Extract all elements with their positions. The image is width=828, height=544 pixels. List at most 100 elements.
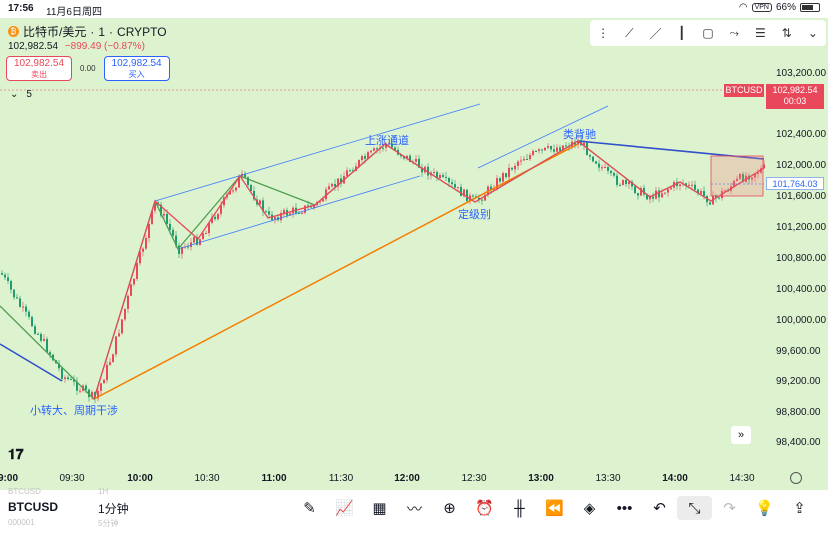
chevron-down-icon[interactable]: ⌄ (10, 89, 19, 100)
candle-body (484, 194, 486, 201)
candle-body (142, 248, 144, 252)
buy-button[interactable]: 102,982.54 买入 (103, 56, 170, 81)
time-axis-label: 13:00 (528, 473, 554, 484)
long-position-icon[interactable]: ⇅ (781, 26, 792, 40)
status-date: 11月6日周四 (46, 7, 102, 18)
candle-body (577, 140, 579, 145)
axis-settings-icon[interactable] (790, 472, 802, 484)
candle-body (322, 199, 324, 202)
candle-body (526, 158, 528, 160)
candle-body (109, 362, 111, 365)
annotation-cycle[interactable]: 小转大、周期干涉 (30, 405, 118, 417)
candle-body (280, 213, 282, 221)
orange-trend-line[interactable] (93, 143, 579, 400)
more-icon[interactable]: ••• (616, 499, 633, 517)
candle-body (508, 167, 510, 178)
candle-body (106, 364, 108, 380)
drag-handle-icon[interactable]: ⋮ (597, 26, 610, 40)
candle-body (370, 150, 372, 153)
collapse-icon[interactable]: ⤡ (677, 496, 712, 520)
symbol-interval[interactable]: 1 (98, 24, 106, 39)
scroll-to-realtime-button[interactable]: » (731, 426, 751, 444)
pen-icon[interactable]: ✎ (303, 500, 316, 517)
candle-body (133, 278, 135, 285)
candle-body (130, 284, 132, 296)
candle-body (247, 177, 249, 185)
candle-body (169, 223, 171, 230)
share-icon[interactable]: ⇪ (793, 500, 806, 517)
left-blue-line[interactable] (0, 343, 63, 382)
candle-body (100, 383, 102, 391)
candle-body (502, 173, 504, 182)
candle-body (220, 205, 222, 214)
price-axis-labels: 103,200.00 102,400.00 102,000.00 101,600.00… (776, 68, 826, 448)
candle-body (193, 237, 195, 243)
bulb-icon[interactable]: 💡 (755, 500, 774, 517)
chart-canvas[interactable]: 103,200.00 102,400.00 102,000.00 101,600.00… (0, 18, 828, 490)
time-axis[interactable]: 9:00 09:30 10:00 10:30 11:00 11:30 12:00 12:30 1… (0, 468, 828, 490)
fib-icon[interactable]: ☰ (755, 26, 766, 40)
symbol-header[interactable]: ₿ 比特币/美元 · 1 · CRYPTO (8, 23, 167, 40)
candle-body (202, 233, 204, 240)
channel-lower-line[interactable] (177, 175, 421, 250)
channel-upper-line-2[interactable] (477, 105, 609, 169)
symbol-exchange: CRYPTO (117, 24, 167, 39)
add-icon[interactable]: ⊕ (443, 500, 456, 517)
indicator-toggle[interactable]: ⌄ 5 (10, 89, 32, 100)
time-axis-label: 13:30 (595, 473, 621, 484)
candle-body (445, 176, 447, 178)
green-zigzag[interactable] (0, 140, 712, 401)
more-icon[interactable]: ⌄ (807, 26, 818, 40)
alarm-icon[interactable]: ⏰ (475, 500, 494, 517)
candles-icon[interactable]: ╫ (514, 499, 525, 517)
candle-body (583, 142, 585, 146)
patterns-icon[interactable]: 〰 (406, 500, 422, 518)
interval-picker[interactable]: 1分钟 (98, 502, 129, 516)
candle-body (511, 167, 513, 170)
candle-body (13, 289, 15, 298)
rectangle-icon[interactable]: ▢ (702, 26, 714, 40)
trend-line-icon[interactable]: ⟋ (625, 25, 634, 40)
candle-body (34, 326, 36, 334)
candle-body (178, 245, 180, 254)
red-zigzag[interactable] (93, 140, 765, 400)
candle-body (31, 316, 33, 327)
layers-icon[interactable]: ◈ (583, 500, 596, 517)
symbol-name[interactable]: 比特币/美元 (23, 25, 87, 39)
range-box[interactable] (710, 155, 764, 197)
annotation-divergence[interactable]: 类背驰 (563, 129, 596, 141)
candle-body (244, 173, 246, 178)
candle-body (697, 189, 699, 194)
candle-body (637, 193, 639, 196)
path-icon[interactable]: ⤳ (729, 25, 739, 40)
ray-icon[interactable]: ／ (649, 26, 662, 41)
candle-body (238, 176, 240, 188)
candle-body (79, 390, 81, 392)
candle-body (679, 184, 681, 187)
candle-body (535, 150, 537, 152)
candle-body (592, 156, 594, 162)
sell-button[interactable]: 102,982.54 卖出 (6, 56, 72, 81)
redo-icon[interactable]: ↷ (723, 500, 736, 517)
channel-upper-line[interactable] (154, 103, 481, 202)
candle-body (559, 147, 561, 151)
symbol-picker[interactable]: BTCUSD (8, 500, 58, 514)
vertical-line-icon[interactable]: ┃ (678, 26, 686, 40)
grid-icon[interactable]: ▦ (372, 500, 387, 517)
annotation-channel[interactable]: 上涨通道 (365, 135, 409, 147)
indicators-icon[interactable]: 📈 (335, 500, 354, 517)
candle-body (595, 161, 597, 164)
replay-icon[interactable]: ⏪ (545, 500, 564, 517)
candle-body (49, 352, 51, 355)
spread-value: 0.00 (80, 64, 96, 73)
candle-body (223, 197, 225, 206)
battery-percent: 66% (775, 2, 796, 13)
trade-panel: 102,982.54 卖出 0.00 102,982.54 买入 (6, 56, 170, 81)
candle-body (61, 368, 63, 379)
time-axis-label: 12:30 (461, 473, 487, 484)
chart-area[interactable]: 103,200.00 102,400.00 102,000.00 101,600.00… (0, 18, 828, 490)
candle-body (496, 178, 498, 190)
undo-icon[interactable]: ↶ (653, 500, 666, 517)
candle-body (115, 336, 117, 355)
annotation-confirm[interactable]: 定级别 (458, 209, 491, 221)
